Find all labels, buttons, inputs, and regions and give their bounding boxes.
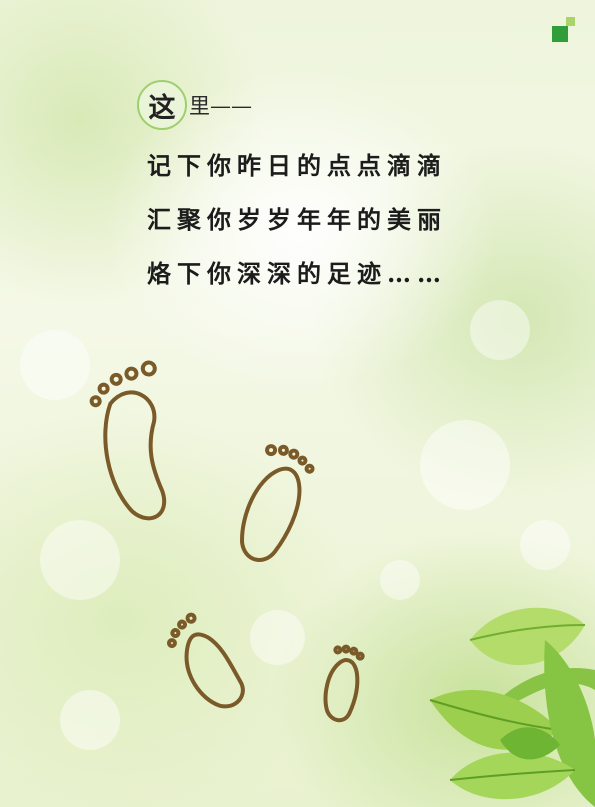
footprint-icon [240,444,315,563]
leaf-icon [469,607,586,666]
leaf-icon [544,640,595,807]
bokeh-light [40,520,120,600]
title-badge: 这 [137,80,187,130]
bokeh-light [520,520,570,570]
leaf-icon [500,727,560,760]
bokeh-light [380,560,420,600]
corner-decoration-light [566,17,575,26]
corner-decoration-dark [552,26,568,42]
poem-line-3: 烙下你深深的足迹…… [147,259,447,288]
bokeh-light [420,420,510,510]
bokeh-light [20,330,90,400]
bokeh-light [470,300,530,360]
footprint-icon [323,644,365,723]
footprint-icon [89,360,167,521]
poem-line-1: 记下你昨日的点点滴滴 [147,151,447,180]
bokeh-light [250,610,305,665]
poem-line-2: 汇聚你岁岁年年的美丽 [147,205,447,234]
leaf-icon [449,752,576,800]
bokeh-light [60,690,120,750]
footprint-icon [166,612,245,709]
title-rest: 里—— [189,94,252,118]
